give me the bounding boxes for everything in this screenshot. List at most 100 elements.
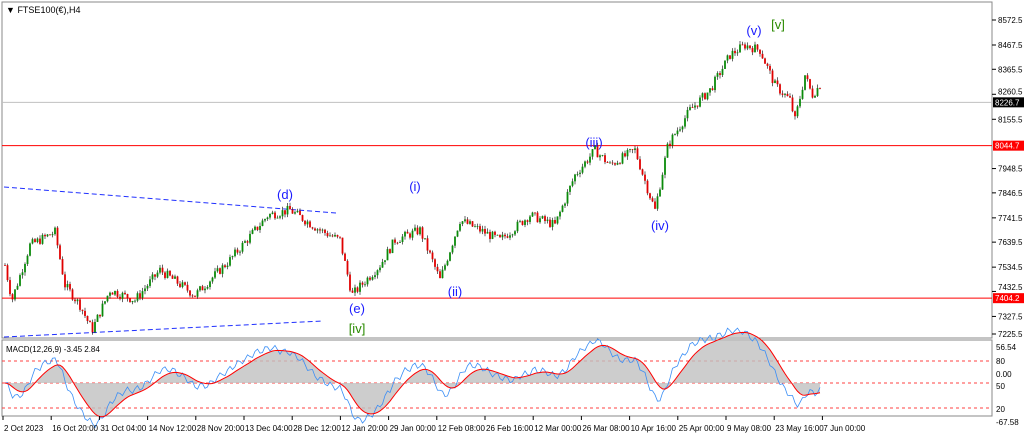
candle	[236, 249, 239, 253]
candle	[466, 219, 469, 224]
candle	[756, 44, 759, 50]
candle	[369, 277, 371, 280]
candle	[291, 209, 294, 214]
macd-signal-line	[4, 331, 821, 418]
candle	[666, 143, 669, 158]
candle	[731, 50, 734, 59]
level-price-tag	[993, 293, 1024, 304]
price-tick-label: 7948.5	[998, 165, 1023, 174]
candle	[699, 97, 701, 107]
candle	[174, 276, 176, 279]
lower-trendline[interactable]	[3, 320, 323, 338]
candle	[319, 229, 321, 231]
candle	[296, 210, 299, 213]
candle	[206, 287, 209, 289]
chart-title: ▼ FTSE100(€),H4	[6, 5, 80, 15]
time-tick-label: 12 Mar 00:00	[534, 424, 582, 433]
candle	[374, 275, 376, 278]
macd-axis-label: 20	[996, 405, 1005, 414]
candle	[404, 231, 406, 237]
candle	[441, 269, 444, 279]
candle	[626, 149, 629, 157]
candle	[649, 193, 651, 199]
price-tick-label: 8467.5	[998, 41, 1023, 50]
candle	[629, 149, 631, 150]
macd-label: MACD(12,26,9) -3.45 2.84	[6, 345, 100, 354]
wave-label[interactable]: (i)	[409, 179, 421, 194]
candle	[651, 198, 654, 202]
candle	[326, 232, 329, 237]
candle	[19, 275, 21, 286]
time-tick-label: 26 Feb 16:00	[486, 424, 534, 433]
candle	[439, 271, 441, 279]
candle	[289, 205, 291, 210]
candle	[106, 295, 109, 302]
candle	[264, 219, 266, 221]
candle	[736, 52, 739, 54]
candle	[339, 236, 341, 238]
candle	[594, 145, 596, 150]
candle	[449, 252, 451, 261]
wave-label[interactable]: (ii)	[448, 284, 462, 299]
candle	[86, 315, 89, 322]
candle	[451, 245, 454, 253]
candle	[636, 148, 639, 160]
candle	[99, 314, 101, 317]
candle	[459, 223, 461, 231]
candle	[774, 80, 776, 84]
candle	[136, 293, 139, 301]
wave-label[interactable]: (d)	[277, 187, 293, 202]
candle	[639, 159, 641, 170]
triangle-down-icon[interactable]: ▼	[6, 5, 15, 15]
main-pane	[1, 1, 993, 339]
candle	[29, 243, 31, 256]
candle	[819, 88, 821, 89]
candle	[506, 236, 509, 238]
candle	[64, 274, 66, 288]
candle	[434, 259, 436, 267]
candle	[664, 157, 666, 175]
candle	[44, 234, 46, 237]
candle	[571, 181, 574, 186]
candle	[534, 212, 536, 214]
candle	[54, 227, 56, 235]
wave-label[interactable]: [iv]	[349, 321, 366, 336]
candle	[321, 229, 324, 231]
candle	[281, 210, 284, 217]
candle	[49, 234, 51, 236]
wave-label[interactable]: (v)	[746, 23, 761, 38]
macd-axis-label: 50	[996, 382, 1005, 391]
candle	[119, 296, 121, 299]
candle	[389, 249, 391, 254]
candle	[156, 272, 159, 277]
candle	[549, 219, 551, 227]
candle	[794, 111, 796, 117]
candle	[704, 93, 706, 100]
wave-label[interactable]: (iv)	[651, 218, 669, 233]
time-tick-label: 23 May 16:00	[775, 424, 824, 433]
candle	[464, 219, 466, 222]
candle	[599, 155, 601, 158]
wave-label[interactable]: (e)	[349, 301, 365, 316]
candle	[516, 221, 519, 232]
candle	[721, 68, 724, 75]
wave-label[interactable]: (iii)	[585, 135, 602, 150]
candle	[461, 221, 464, 224]
candle	[551, 220, 554, 227]
candle	[719, 73, 721, 75]
candle	[659, 189, 661, 197]
candle	[181, 282, 184, 287]
candle	[456, 230, 459, 237]
candle	[121, 292, 124, 299]
candle	[334, 234, 336, 237]
candle	[789, 96, 791, 98]
candle	[714, 76, 716, 91]
candle	[691, 107, 694, 108]
level-price-tag	[993, 140, 1024, 151]
wave-label[interactable]: [v]	[771, 17, 785, 32]
candle	[786, 93, 789, 97]
candle	[431, 252, 434, 260]
candle	[641, 169, 644, 175]
